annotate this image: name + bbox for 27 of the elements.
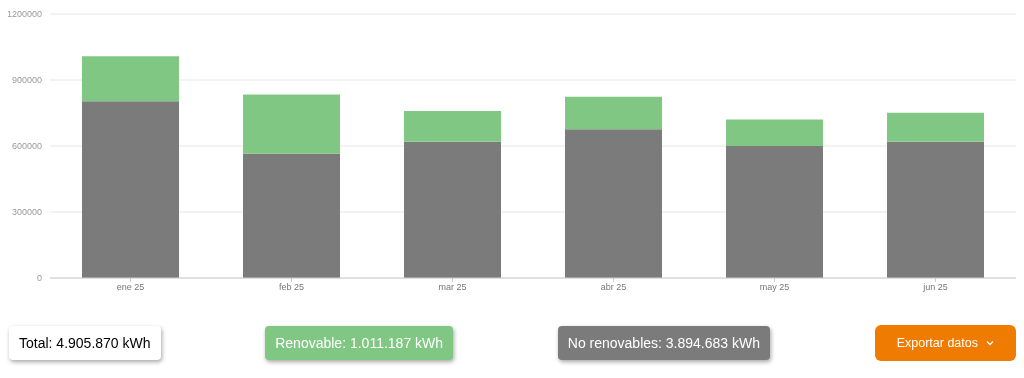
- x-tick-label: mar 25: [438, 282, 467, 293]
- y-tick-label: 1200000: [6, 9, 42, 20]
- y-tick-label: 0: [36, 273, 42, 284]
- bar: [887, 141, 984, 278]
- x-tick-label: abr 25: [600, 282, 627, 293]
- bar: [243, 153, 340, 278]
- bar: [404, 141, 501, 278]
- bar: [565, 129, 662, 278]
- bar: [243, 94, 340, 154]
- y-tick-label: 900000: [11, 75, 42, 86]
- text: No renovables: 3.894.683 kWh: [567, 335, 760, 351]
- text: Total: 4.905.870 kWh: [19, 335, 151, 351]
- text: Renovable: 1.011.187 kWh: [275, 335, 444, 351]
- bar: [404, 111, 501, 142]
- bar: [82, 56, 179, 102]
- y-tick-label: 300000: [11, 207, 42, 218]
- text: Exportar datos: [896, 336, 978, 350]
- bar: [565, 96, 662, 130]
- y-tick-label: 600000: [11, 141, 42, 152]
- x-tick-label: ene 25: [116, 282, 145, 293]
- bar: [726, 146, 823, 278]
- bar: [726, 119, 823, 146]
- bar: [82, 101, 179, 278]
- bar: [887, 112, 984, 142]
- x-tick-label: may 25: [759, 282, 790, 293]
- x-tick-label: jun 25: [922, 282, 948, 293]
- x-tick-label: feb 25: [278, 282, 305, 293]
